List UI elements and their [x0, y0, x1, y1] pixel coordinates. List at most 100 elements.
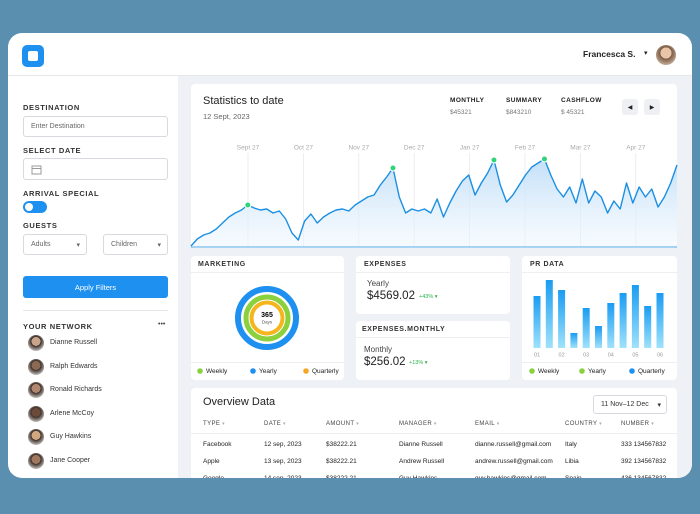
- change-text: +43%: [419, 294, 434, 300]
- avatar[interactable]: [28, 335, 44, 351]
- topbar-border: [8, 75, 692, 76]
- destination-input[interactable]: Enter Destination: [23, 116, 168, 137]
- logo[interactable]: [22, 45, 44, 67]
- person-name[interactable]: Ronald Richards: [50, 386, 102, 394]
- amount: $4569.02: [367, 290, 415, 302]
- avatar[interactable]: [28, 358, 44, 375]
- column-header[interactable]: NUMBER: [621, 421, 654, 427]
- summary-value: $843210: [506, 109, 532, 116]
- field-label: SELECT DATE: [23, 146, 82, 155]
- field-label: DESTINATION: [23, 103, 80, 112]
- period: Yearly: [367, 279, 389, 288]
- toggle[interactable]: [23, 201, 47, 213]
- column-header[interactable]: AMOUNT: [326, 421, 359, 427]
- table-cell: 12 sep, 2023: [264, 441, 302, 448]
- person-name[interactable]: Guy Hawkins: [50, 433, 92, 441]
- summary-value: $45321: [450, 109, 472, 116]
- divider: [191, 362, 344, 363]
- date-input[interactable]: [23, 158, 168, 180]
- adults-select[interactable]: Adults ▾: [23, 234, 87, 255]
- marketing-card: [191, 256, 344, 380]
- period: Monthly: [364, 345, 393, 354]
- avatar[interactable]: [28, 453, 44, 469]
- avatar[interactable]: [28, 382, 44, 399]
- card-title: Statistics to date: [203, 95, 284, 107]
- column-header[interactable]: TYPE: [203, 421, 225, 427]
- column-header[interactable]: COUNTRY: [565, 421, 602, 427]
- card-header: EXPENSES.MONTHLY: [362, 326, 446, 333]
- apply-button[interactable]: Apply Filters: [23, 276, 168, 298]
- table-cell: $38222.21: [326, 475, 357, 482]
- change-text: +13%: [409, 360, 424, 366]
- children-select[interactable]: Children ▾: [103, 234, 168, 255]
- table-cell: Facebook: [203, 441, 232, 448]
- table-cell: $38222.21: [326, 458, 357, 465]
- donut: 365 Days: [235, 286, 299, 350]
- table-cell: 333 134567832: [621, 441, 667, 448]
- card-header: EXPENSES: [364, 261, 407, 268]
- next-button[interactable]: ▶: [644, 99, 660, 115]
- change: +13% ▾: [409, 360, 428, 366]
- column-header[interactable]: DATE: [264, 421, 286, 427]
- prev-button[interactable]: ◀: [622, 99, 638, 115]
- select-text: Adults: [31, 241, 51, 248]
- calendar-icon: [31, 165, 42, 174]
- user-avatar[interactable]: [656, 45, 676, 65]
- expenses-card: [356, 256, 510, 314]
- column-header[interactable]: MANAGER: [399, 421, 437, 427]
- amount: $256.02: [364, 356, 406, 368]
- card-header: PR DATA: [530, 261, 565, 268]
- summary-label: MONTHLY: [450, 97, 485, 104]
- table-cell: 13 sep, 2023: [264, 458, 302, 465]
- person-name[interactable]: Dianne Russell: [50, 339, 98, 346]
- table-cell: Dianne Russell: [399, 441, 443, 448]
- donut-label: Days: [262, 320, 273, 325]
- select-text: 11 Nov–12 Dec: [601, 401, 649, 408]
- avatar[interactable]: [28, 405, 44, 422]
- expenses-monthly-card: [356, 321, 510, 380]
- divider: [356, 337, 510, 338]
- card-header: MARKETING: [198, 261, 246, 268]
- table-cell: dianne.russell@gmail.com: [475, 441, 552, 448]
- table-cell: Andrew Russell: [399, 458, 445, 465]
- person-name[interactable]: Jane Cooper: [50, 457, 91, 464]
- card-date: 12 Sept, 2023: [203, 112, 250, 121]
- avatar[interactable]: [28, 429, 44, 446]
- table-cell: Guy Hawkins: [399, 475, 438, 482]
- table-cell: 14 sep, 2023: [264, 475, 302, 482]
- person-name[interactable]: Ralph Edwards: [50, 362, 98, 370]
- network-title: YOUR NETWORK: [23, 322, 93, 331]
- table-cell: 392 134567832: [621, 458, 667, 465]
- table-cell: guy.hawkins@gmail.com: [475, 475, 547, 482]
- table-cell: andrew.russell@gmail.com: [475, 458, 553, 465]
- range-select[interactable]: 11 Nov–12 Dec ▾: [593, 395, 667, 414]
- divider: [356, 272, 510, 273]
- table-cell: Spain: [565, 475, 582, 482]
- placeholder: Enter Destination: [31, 123, 85, 130]
- field-label: ARRIVAL SPECIAL: [23, 189, 100, 198]
- change: +43% ▾: [419, 294, 438, 300]
- table-cell: Italy: [565, 441, 577, 448]
- divider: [522, 362, 677, 363]
- table-cell: 436 134567832: [621, 475, 667, 482]
- table-cell: Google: [203, 475, 224, 482]
- user-name[interactable]: Francesca S.: [583, 49, 636, 59]
- divider: [191, 433, 677, 434]
- divider: [522, 272, 677, 273]
- summary-value: $ 45321: [561, 109, 585, 116]
- donut-value: 365: [261, 312, 273, 319]
- table-cell: $38222.21: [326, 441, 357, 448]
- person-name[interactable]: Arlene McCoy: [50, 409, 94, 417]
- summary-label: SUMMARY: [506, 97, 543, 104]
- user-dropdown[interactable]: ▾: [644, 50, 648, 57]
- divider: [191, 272, 344, 273]
- card-title: Overview Data: [203, 396, 276, 408]
- column-header[interactable]: EMAIL: [475, 421, 500, 427]
- table-cell: Apple: [203, 458, 220, 465]
- more-button[interactable]: •••: [158, 321, 166, 328]
- select-text: Children: [111, 241, 138, 248]
- field-label: GUESTS: [23, 221, 58, 230]
- table-cell: Libia: [565, 458, 579, 465]
